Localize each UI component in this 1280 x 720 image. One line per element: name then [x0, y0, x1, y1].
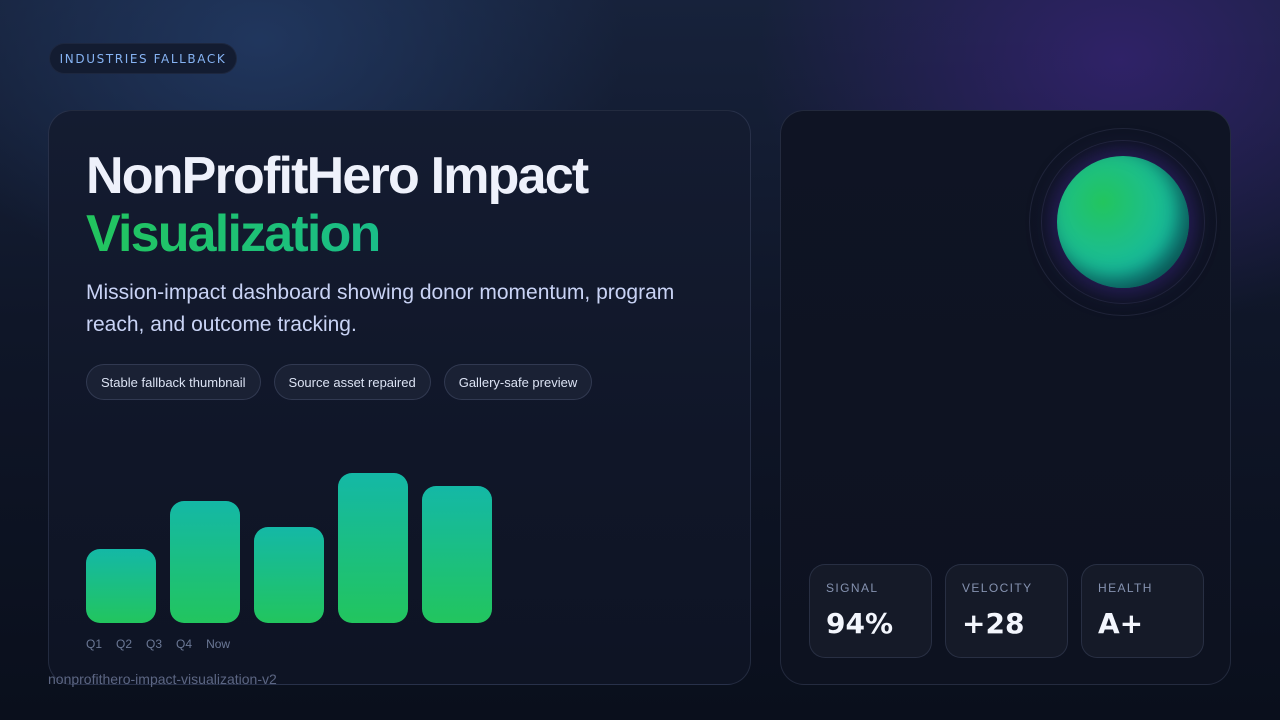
page-title: NonProfitHero Impact Visualization [86, 147, 589, 263]
stat-value: 94% [826, 607, 894, 640]
bar-label: Q4 [176, 637, 193, 651]
orb-sphere-icon [1057, 156, 1189, 288]
category-badge: INDUSTRIES FALLBACK [49, 43, 237, 74]
title-line-1: NonProfitHero Impact [86, 147, 589, 205]
bar-label: Now [206, 637, 231, 651]
bar-now [422, 486, 492, 623]
stat-label: SIGNAL [826, 581, 879, 595]
bar-label: Q3 [146, 637, 163, 651]
description: Mission-impact dashboard showing donor m… [86, 281, 675, 336]
stat-value: A+ [1098, 607, 1144, 640]
orb-graphic [1029, 128, 1217, 316]
chip-source-repaired: Source asset repaired [273, 364, 431, 400]
bar-chart-labels: Q1 Q2 Q3 Q4 Now [86, 637, 230, 651]
chip-stable-fallback: Stable fallback thumbnail [86, 364, 261, 400]
footer-slug: nonprofithero-impact-visualization-v2 [48, 671, 277, 687]
chip-list: Stable fallback thumbnail Source asset r… [86, 364, 593, 400]
bar-q2 [170, 501, 240, 623]
chip-gallery-safe: Gallery-safe preview [443, 364, 593, 400]
bar-chart [86, 451, 506, 623]
bar-q1 [86, 549, 156, 623]
stat-velocity: VELOCITY +28 [945, 564, 1068, 658]
bar-label: Q2 [116, 637, 133, 651]
stat-label: VELOCITY [962, 581, 1033, 595]
orb-ring-outer [1029, 128, 1217, 316]
stat-label: HEALTH [1098, 581, 1153, 595]
hero-card: NonProfitHero Impact Visualization Missi… [48, 110, 751, 685]
stat-signal: SIGNAL 94% [809, 564, 932, 658]
stat-health: HEALTH A+ [1081, 564, 1204, 658]
bar-q3 [254, 527, 324, 623]
title-line-2: Visualization [86, 205, 587, 263]
bar-q4 [338, 473, 408, 623]
bar-label: Q1 [86, 637, 103, 651]
stat-value: +28 [962, 607, 1025, 640]
stat-list: SIGNAL 94% VELOCITY +28 HEALTH A+ [809, 564, 1204, 658]
